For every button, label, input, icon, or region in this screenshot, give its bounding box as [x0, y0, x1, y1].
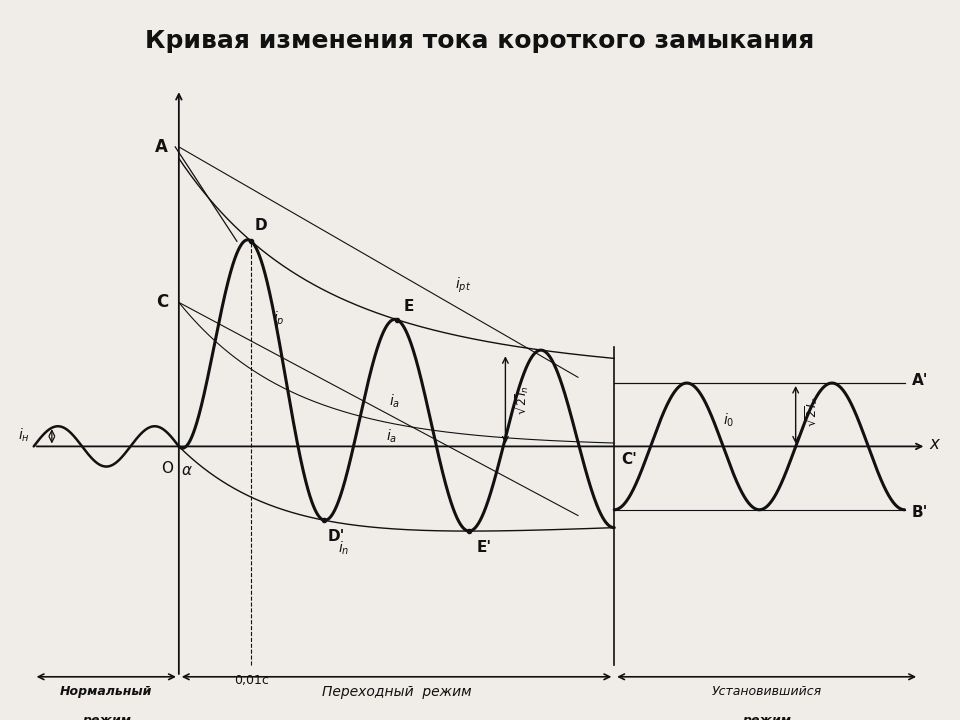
Text: $i_н$: $i_н$: [18, 427, 30, 444]
Text: $\sqrt{2}I_\infty$: $\sqrt{2}I_\infty$: [803, 396, 819, 428]
Text: Переходный  режим: Переходный режим: [322, 685, 471, 699]
Text: режим: режим: [82, 714, 131, 720]
Text: C: C: [156, 293, 168, 311]
Text: E: E: [404, 299, 414, 314]
Text: $i_p$: $i_p$: [274, 310, 285, 329]
Text: Кривая изменения тока короткого замыкания: Кривая изменения тока короткого замыкани…: [145, 29, 815, 53]
Text: A: A: [156, 138, 168, 156]
Text: $\sqrt{2}I_n$: $\sqrt{2}I_n$: [513, 385, 531, 415]
Text: 0,01с: 0,01с: [234, 674, 269, 687]
Text: O: O: [161, 461, 173, 476]
Text: $i_{pt}$: $i_{pt}$: [455, 276, 470, 294]
Text: Установившийся: Установившийся: [711, 685, 822, 698]
Text: x: x: [930, 434, 940, 452]
Text: E': E': [476, 540, 492, 554]
Text: Нормальный: Нормальный: [60, 685, 153, 698]
Text: D': D': [327, 529, 345, 544]
Text: A': A': [912, 373, 928, 387]
Text: C': C': [621, 452, 637, 467]
Text: $i_n$: $i_n$: [339, 540, 349, 557]
Text: $i_0$: $i_0$: [723, 412, 734, 429]
Text: B': B': [912, 505, 928, 520]
Text: $i_a$: $i_a$: [390, 392, 400, 410]
Text: режим: режим: [742, 714, 791, 720]
Text: D: D: [255, 217, 268, 233]
Text: $\alpha$: $\alpha$: [181, 462, 193, 477]
Text: $i_a$: $i_a$: [386, 427, 396, 444]
